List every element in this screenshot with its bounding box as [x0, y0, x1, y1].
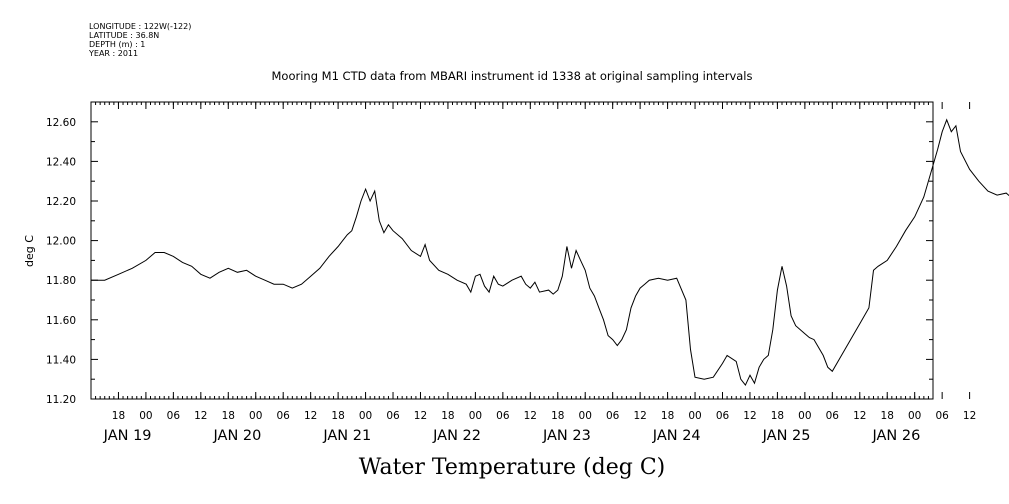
x-hour-label: 18	[661, 410, 674, 422]
x-hour-label: 00	[908, 410, 921, 422]
x-hour-label: 06	[826, 410, 840, 422]
y-tick-label: 12.40	[46, 156, 76, 168]
metadata-line: YEAR : 2011	[88, 49, 138, 58]
y-tick-label: 11.20	[46, 394, 76, 406]
x-day-label: JAN 20	[213, 428, 262, 444]
x-axis-label: Water Temperature (deg C)	[359, 455, 666, 480]
x-hour-label: 06	[386, 410, 400, 422]
x-hour-label: 00	[359, 410, 372, 422]
x-hour-label: 18	[551, 410, 564, 422]
x-day-label: JAN 24	[652, 428, 701, 444]
x-hour-label: 12	[743, 410, 756, 422]
x-hour-label: 18	[112, 410, 125, 422]
x-hour-label: 18	[881, 410, 894, 422]
metadata-line: LONGITUDE : 122W(-122)	[89, 22, 191, 31]
y-tick-label: 12.00	[46, 236, 76, 248]
x-day-label: JAN 21	[322, 428, 371, 444]
x-axis: 18 00 06 12 18 00 06 12 18 00 06 12 18 00 06 12 18 00 06 12…	[90, 102, 976, 444]
x-hour-label: 12	[524, 410, 537, 422]
x-hour-label: 12	[414, 410, 427, 422]
x-hour-label: 12	[853, 410, 866, 422]
y-tick-label: 11.80	[46, 275, 76, 287]
x-hour-label: 06	[496, 410, 510, 422]
x-hour-label: 06	[606, 410, 620, 422]
x-day-label: JAN 22	[432, 428, 481, 444]
x-hour-label: 00	[469, 410, 482, 422]
chart-title: Mooring M1 CTD data from MBARI instrumen…	[272, 69, 753, 83]
plot-frame	[90, 101, 934, 400]
x-hour-label: 18	[222, 410, 235, 422]
series-line-water-temperature	[91, 118, 1009, 387]
x-hour-label: 00	[139, 410, 152, 422]
y-axis: 11.20 11.40 11.60 11.80 12.00 12.20 12.40 12.60	[46, 101, 933, 406]
x-day-label: JAN 23	[542, 428, 591, 444]
y-tick-label: 11.40	[46, 354, 76, 366]
x-hour-label: 06	[167, 410, 181, 422]
x-hour-label: 18	[771, 410, 784, 422]
x-hour-label: 00	[249, 410, 262, 422]
metadata-line: LATITUDE : 36.8N	[89, 31, 159, 40]
x-hour-label: 12	[194, 410, 207, 422]
x-hour-label: 06	[716, 410, 730, 422]
x-hour-label: 00	[688, 410, 701, 422]
y-axis-label: deg C	[23, 235, 36, 267]
x-hour-label: 12	[633, 410, 646, 422]
y-tick-label: 12.60	[46, 117, 76, 129]
x-hour-label: 12	[304, 410, 317, 422]
x-hour-label: 18	[331, 410, 344, 422]
x-hour-label: 06	[277, 410, 291, 422]
y-tick-label: 11.60	[46, 315, 76, 327]
x-day-label: JAN 26	[871, 428, 920, 444]
x-hour-label: 00	[579, 410, 592, 422]
y-tick-label: 12.20	[46, 196, 76, 208]
metadata-block: LONGITUDE : 122W(-122)LATITUDE : 36.8NDE…	[88, 22, 191, 58]
x-hour-label: 12	[963, 410, 976, 422]
x-day-label: JAN 25	[762, 428, 811, 444]
x-hour-label: 18	[441, 410, 454, 422]
x-day-label: JAN 19	[103, 428, 152, 444]
x-hour-label: 00	[798, 410, 811, 422]
metadata-line: DEPTH (m) : 1	[89, 40, 145, 49]
x-hour-label: 06	[935, 410, 949, 422]
